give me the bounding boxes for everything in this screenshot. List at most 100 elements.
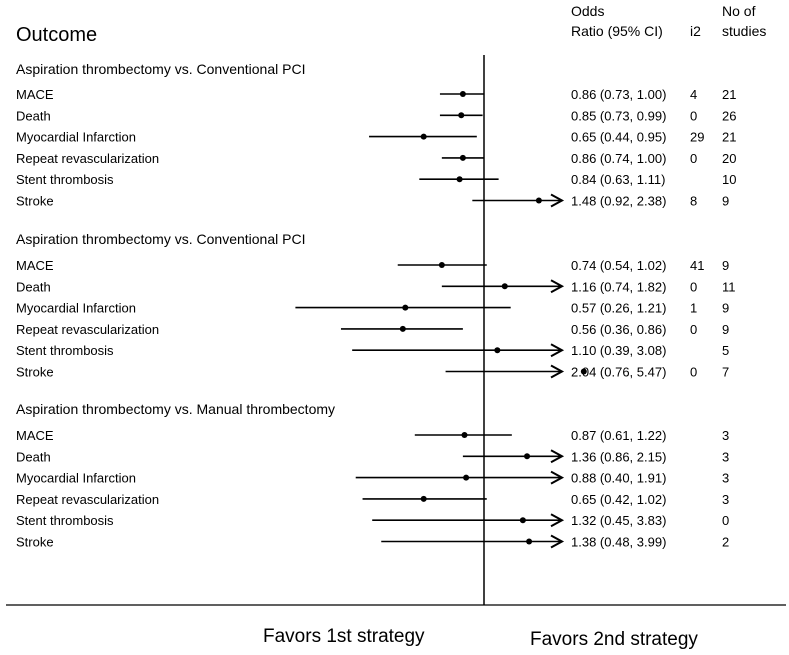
point-estimate xyxy=(494,347,501,354)
ci-arrow xyxy=(550,449,565,464)
studies-count: 10 xyxy=(722,172,736,187)
odds-ratio-ci: 0.88 (0.40, 1.91) xyxy=(571,471,666,486)
point-estimate xyxy=(458,112,465,119)
point-estimate xyxy=(420,495,427,502)
i2-value: 0 xyxy=(690,279,697,294)
odds-ratio-ci: 2.04 (0.76, 5.47) xyxy=(571,365,666,380)
ci-arrow xyxy=(550,513,565,528)
odds-ratio-ci: 0.87 (0.61, 1.22) xyxy=(571,428,666,443)
forest-rows: Aspiration thrombectomy vs. Conventional… xyxy=(16,61,736,550)
odds-ratio-ci: 1.38 (0.48, 3.99) xyxy=(571,535,666,550)
point-estimate xyxy=(524,453,531,460)
studies-count: 3 xyxy=(722,449,729,464)
outcome-label: Repeat revascularization xyxy=(16,322,159,337)
point-estimate xyxy=(461,432,468,438)
i2-value: 41 xyxy=(690,258,704,273)
outcome-label: Myocardial Infarction xyxy=(16,471,136,486)
odds-ratio-ci: 0.65 (0.44, 0.95) xyxy=(571,130,666,145)
odds-ratio-header-line1: Odds xyxy=(571,3,604,19)
studies-count: 20 xyxy=(722,151,736,166)
point-estimate xyxy=(580,368,587,375)
point-estimate xyxy=(526,538,533,545)
odds-ratio-ci: 0.85 (0.73, 0.99) xyxy=(571,108,666,123)
point-estimate xyxy=(519,517,526,524)
studies-count: 3 xyxy=(722,492,729,507)
studies-header-line2: studies xyxy=(722,23,766,39)
odds-ratio-ci: 1.48 (0.92, 2.38) xyxy=(571,194,666,209)
studies-count: 21 xyxy=(722,130,736,145)
studies-count: 0 xyxy=(722,513,729,528)
i2-header: i2 xyxy=(690,23,701,39)
studies-count: 11 xyxy=(722,279,736,294)
outcome-label: MACE xyxy=(16,258,54,273)
point-estimate xyxy=(456,176,463,183)
favors-2nd-label: Favors 2nd strategy xyxy=(530,629,698,650)
studies-count: 9 xyxy=(722,258,729,273)
odds-ratio-header-line2: Ratio (95% CI) xyxy=(571,23,663,39)
odds-ratio-ci: 1.10 (0.39, 3.08) xyxy=(571,343,666,358)
favors-1st-label: Favors 1st strategy xyxy=(263,626,425,647)
ci-arrow xyxy=(550,279,565,294)
ci-arrow xyxy=(550,470,565,485)
ci-arrow xyxy=(550,364,565,379)
outcome-label: Death xyxy=(16,449,51,464)
studies-count: 3 xyxy=(722,471,729,486)
outcome-label: MACE xyxy=(16,428,54,443)
studies-count: 7 xyxy=(722,365,729,380)
ci-arrow xyxy=(550,193,565,208)
outcome-label: Repeat revascularization xyxy=(16,492,159,507)
studies-count: 21 xyxy=(722,87,736,102)
group-title: Aspiration thrombectomy vs. Conventional… xyxy=(16,61,305,77)
studies-count: 9 xyxy=(722,322,729,337)
outcome-label: Myocardial Infarction xyxy=(16,130,136,145)
studies-count: 2 xyxy=(722,535,729,550)
odds-ratio-ci: 1.16 (0.74, 1.82) xyxy=(571,279,666,294)
point-estimate xyxy=(535,197,542,204)
outcome-header: Outcome xyxy=(16,24,97,46)
point-estimate xyxy=(459,154,466,161)
group-title: Aspiration thrombectomy vs. Conventional… xyxy=(16,231,305,247)
studies-count: 9 xyxy=(722,301,729,316)
point-estimate xyxy=(501,283,508,290)
i2-value: 0 xyxy=(690,322,697,337)
outcome-label: Death xyxy=(16,108,51,123)
i2-value: 0 xyxy=(690,151,697,166)
studies-count: 5 xyxy=(722,343,729,358)
odds-ratio-ci: 0.56 (0.36, 0.86) xyxy=(571,322,666,337)
outcome-label: MACE xyxy=(16,87,54,102)
ci-arrow xyxy=(550,343,565,358)
point-estimate xyxy=(463,474,470,481)
ci-arrow xyxy=(550,534,565,549)
i2-value: 8 xyxy=(690,194,697,209)
outcome-label: Stent thrombosis xyxy=(16,172,114,187)
odds-ratio-ci: 0.84 (0.63, 1.11) xyxy=(571,172,665,187)
i2-value: 0 xyxy=(690,365,697,380)
i2-value: 0 xyxy=(690,108,697,123)
point-estimate xyxy=(438,262,445,268)
odds-ratio-ci: 0.86 (0.73, 1.00) xyxy=(571,87,666,102)
outcome-label: Stroke xyxy=(16,365,54,380)
odds-ratio-ci: 1.36 (0.86, 2.15) xyxy=(571,449,666,464)
i2-value: 29 xyxy=(690,130,704,145)
outcome-label: Repeat revascularization xyxy=(16,151,159,166)
outcome-label: Death xyxy=(16,279,51,294)
odds-ratio-ci: 0.65 (0.42, 1.02) xyxy=(571,492,666,507)
i2-value: 4 xyxy=(690,87,697,102)
odds-ratio-ci: 0.74 (0.54, 1.02) xyxy=(571,258,666,273)
outcome-label: Myocardial Infarction xyxy=(16,301,136,316)
i2-value: 1 xyxy=(690,301,697,316)
outcome-label: Stroke xyxy=(16,194,54,209)
outcome-label: Stent thrombosis xyxy=(16,513,114,528)
point-estimate xyxy=(459,91,466,97)
outcome-label: Stent thrombosis xyxy=(16,343,114,358)
group-title: Aspiration thrombectomy vs. Manual throm… xyxy=(16,401,335,417)
outcome-label: Stroke xyxy=(16,535,54,550)
odds-ratio-ci: 0.86 (0.74, 1.00) xyxy=(571,151,666,166)
studies-count: 26 xyxy=(722,108,736,123)
point-estimate xyxy=(420,133,427,140)
point-estimate xyxy=(399,325,406,332)
studies-count: 9 xyxy=(722,194,729,209)
point-estimate xyxy=(402,304,409,311)
studies-header-line1: No of xyxy=(722,3,756,19)
